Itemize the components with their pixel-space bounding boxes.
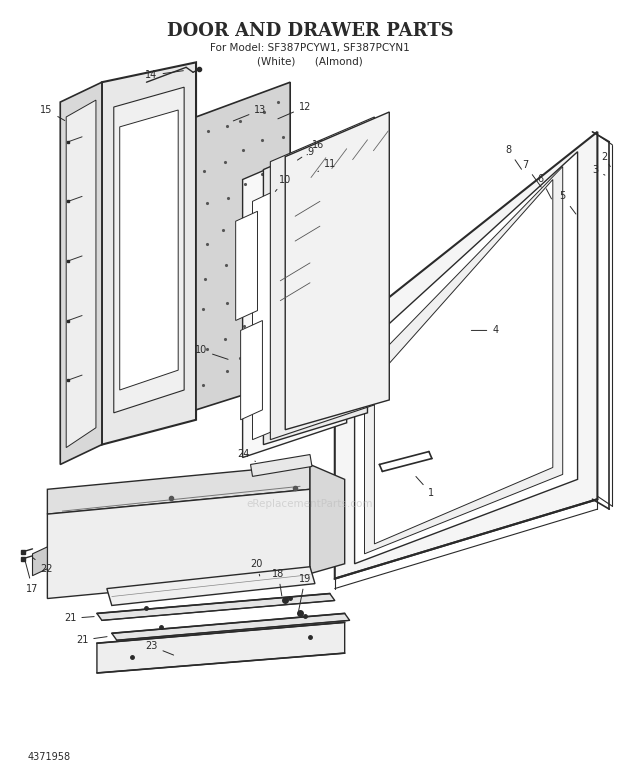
Text: 1: 1: [416, 476, 434, 498]
Text: 10: 10: [275, 174, 291, 192]
Text: For Model: SF387PCYW1, SF387PCYN1: For Model: SF387PCYW1, SF387PCYN1: [210, 44, 410, 53]
Polygon shape: [242, 135, 347, 457]
Text: 11: 11: [318, 159, 336, 171]
Polygon shape: [241, 321, 262, 420]
Text: 4371958: 4371958: [27, 752, 71, 762]
Text: 9: 9: [298, 147, 313, 160]
Text: 6: 6: [538, 174, 552, 199]
Text: 21: 21: [76, 635, 107, 645]
Polygon shape: [32, 547, 47, 576]
Text: 18: 18: [272, 569, 285, 596]
Polygon shape: [264, 125, 368, 445]
Polygon shape: [66, 100, 96, 447]
Text: 13: 13: [233, 105, 267, 121]
Text: 20: 20: [250, 559, 263, 576]
Text: 16: 16: [307, 140, 324, 155]
Polygon shape: [107, 567, 315, 605]
Polygon shape: [236, 211, 257, 321]
Polygon shape: [47, 465, 310, 514]
Polygon shape: [102, 63, 196, 445]
Text: eReplacementParts.com: eReplacementParts.com: [247, 499, 373, 509]
Text: 5: 5: [560, 192, 576, 214]
Polygon shape: [270, 117, 374, 439]
Polygon shape: [252, 162, 337, 439]
Text: 21: 21: [64, 613, 94, 623]
Polygon shape: [250, 454, 312, 476]
Text: 3: 3: [592, 164, 605, 175]
Text: 24: 24: [237, 449, 255, 461]
Polygon shape: [365, 167, 563, 554]
Text: 2: 2: [601, 152, 610, 167]
Polygon shape: [114, 87, 184, 413]
Text: 8: 8: [505, 145, 521, 169]
Polygon shape: [355, 152, 578, 564]
Polygon shape: [335, 132, 598, 579]
Polygon shape: [47, 490, 310, 598]
Text: 4: 4: [471, 325, 498, 335]
Text: 23: 23: [145, 641, 174, 655]
Text: DOOR AND DRAWER PARTS: DOOR AND DRAWER PARTS: [167, 22, 453, 40]
Text: (White)      (Almond): (White) (Almond): [257, 56, 363, 66]
Text: 19: 19: [299, 574, 311, 611]
Polygon shape: [112, 613, 350, 640]
Text: 7: 7: [522, 160, 541, 187]
Text: 17: 17: [25, 561, 38, 594]
Text: 15: 15: [40, 105, 64, 120]
Text: 12: 12: [278, 102, 311, 119]
Text: 14: 14: [145, 70, 184, 81]
Text: 22: 22: [33, 558, 53, 574]
Polygon shape: [97, 622, 345, 673]
Polygon shape: [196, 82, 290, 410]
Polygon shape: [285, 112, 389, 430]
Polygon shape: [60, 82, 102, 465]
Polygon shape: [120, 110, 178, 390]
Polygon shape: [374, 180, 553, 544]
Polygon shape: [97, 594, 335, 620]
Text: 10: 10: [195, 346, 228, 360]
Polygon shape: [310, 465, 345, 574]
